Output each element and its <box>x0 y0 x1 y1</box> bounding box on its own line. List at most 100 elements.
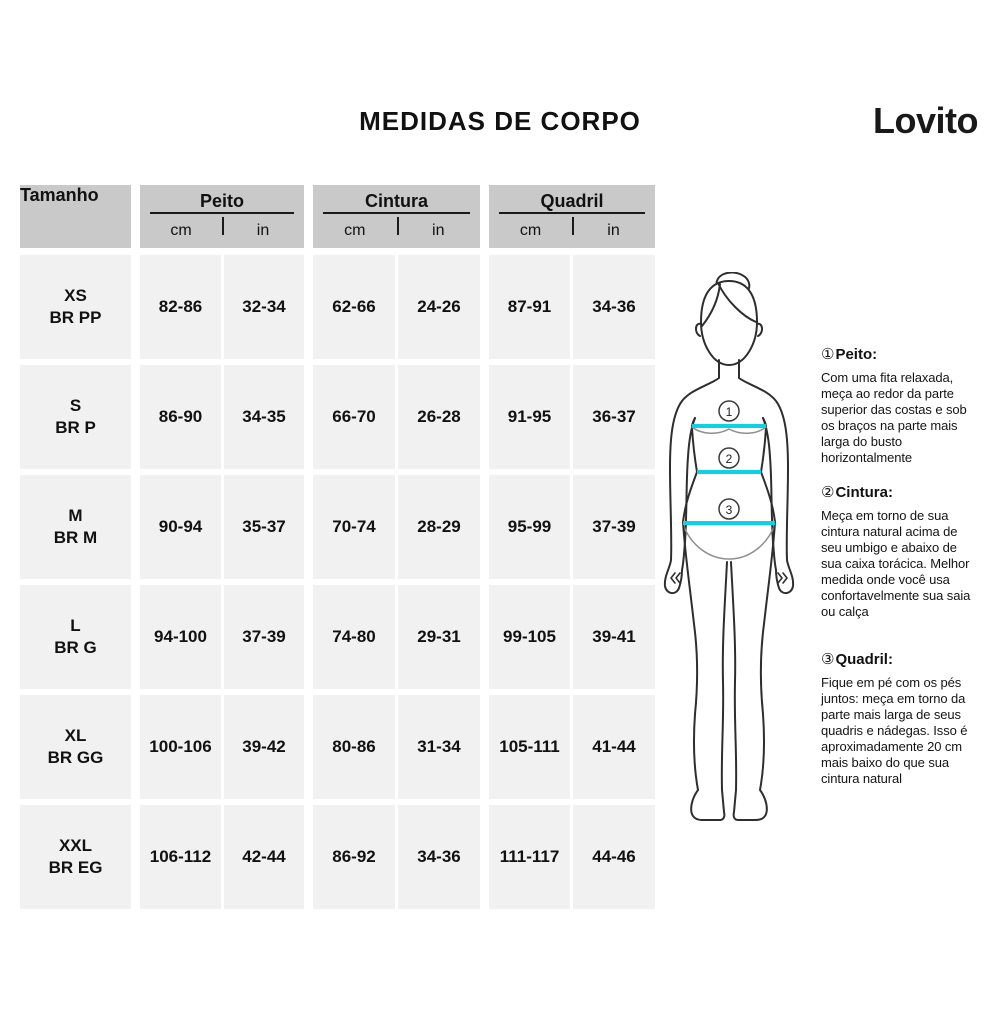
quadril-in-value: 39-41 <box>573 585 655 689</box>
brand-logo: Lovito <box>873 100 978 141</box>
peito-cm-value: 106-112 <box>140 805 221 909</box>
quadril-in-value: 41-44 <box>573 695 655 799</box>
figure-right-leg <box>732 521 776 821</box>
guide-section-cintura: ②Cintura: Meça em torno de sua cintura n… <box>821 483 979 620</box>
size-cell: M BR M <box>20 475 131 579</box>
group-divider <box>150 212 294 214</box>
guide-section-peito: ①Peito: Com uma fita relaxada, meça ao r… <box>821 345 979 466</box>
size-br-label: BR PP <box>49 308 102 327</box>
group-divider <box>499 212 645 214</box>
quadril-cm-value: 95-99 <box>489 475 570 579</box>
figure-left-hand <box>670 572 681 584</box>
table-row-s: S BR P 86-90 34-35 66-70 26-28 91-95 36-… <box>20 365 655 469</box>
body-figure-illustration: 1 2 3 <box>663 272 795 821</box>
marker-1-circle <box>718 400 740 422</box>
figure-left-arm <box>663 359 720 594</box>
peito-in-value: 39-42 <box>224 695 304 799</box>
size-br-label: BR EG <box>48 858 103 877</box>
circled-1-icon: ① <box>821 346 835 363</box>
table-header-row: Tamanho Peito cm in Cintura cm in Quadri… <box>20 185 655 248</box>
table-row-m: M BR M 90-94 35-37 70-74 28-29 95-99 37-… <box>20 475 655 579</box>
guide-heading-text: Cintura: <box>835 484 893 501</box>
quadril-in-value: 44-46 <box>573 805 655 909</box>
figure-right-hand <box>777 572 788 584</box>
quadril-cm-value: 91-95 <box>489 365 570 469</box>
peito-cm-value: 100-106 <box>140 695 221 799</box>
unit-label-cm: cm <box>519 222 542 239</box>
size-label: S <box>69 396 82 415</box>
figure-ear <box>695 322 702 337</box>
figure-left-leg-inner <box>720 561 728 791</box>
peito-cm-value: 90-94 <box>140 475 221 579</box>
size-table: Tamanho Peito cm in Cintura cm in Quadri… <box>20 185 655 915</box>
guide-body-text: Meça em torno de sua cintura natural aci… <box>821 508 971 619</box>
unit-divider <box>222 217 224 235</box>
unit-label-cm: cm <box>170 222 192 239</box>
cintura-cm-value: 62-66 <box>313 255 395 359</box>
size-cell: XXL BR EG <box>20 805 131 909</box>
group-units: cm in <box>313 214 480 248</box>
unit-divider <box>572 217 574 235</box>
column-group-quadril: Quadril cm in <box>489 185 655 248</box>
group-divider <box>323 212 470 214</box>
marker-2-label: 2 <box>726 452 733 466</box>
peito-in-value: 37-39 <box>224 585 304 689</box>
marker-3-label: 3 <box>726 503 733 517</box>
cintura-in-value: 31-34 <box>398 695 480 799</box>
unit-label-in: in <box>607 222 620 239</box>
size-cell: S BR P <box>20 365 131 469</box>
figure-torso-right <box>760 417 776 523</box>
unit-label-in: in <box>256 222 270 239</box>
guide-body-text: Fique em pé com os pés juntos: meça em t… <box>821 675 968 786</box>
quadril-cm-value: 105-111 <box>489 695 570 799</box>
circled-3-icon: ③ <box>821 651 835 668</box>
quadril-in-value: 37-39 <box>573 475 655 579</box>
size-label: XXL <box>58 836 93 855</box>
quadril-in-value: 36-37 <box>573 365 655 469</box>
cintura-in-value: 28-29 <box>398 475 480 579</box>
size-label: XS <box>64 286 87 305</box>
table-row-xl: XL BR GG 100-106 39-42 80-86 31-34 105-1… <box>20 695 655 799</box>
cintura-in-value: 34-36 <box>398 805 480 909</box>
cintura-in-value: 24-26 <box>398 255 480 359</box>
group-units: cm in <box>489 214 655 248</box>
cintura-in-value: 29-31 <box>398 585 480 689</box>
cintura-cm-value: 74-80 <box>313 585 395 689</box>
size-cell: XS BR PP <box>20 255 131 359</box>
unit-label-cm: cm <box>344 222 366 239</box>
guide-heading-text: Quadril: <box>835 651 893 668</box>
size-cell: L BR G <box>20 585 131 689</box>
figure-ear <box>756 322 763 337</box>
marker-3-circle <box>718 498 740 520</box>
peito-in-value: 34-35 <box>224 365 304 469</box>
size-br-label: BR P <box>55 418 96 437</box>
size-label: M <box>68 506 83 525</box>
table-row-l: L BR G 94-100 37-39 74-80 29-31 99-105 3… <box>20 585 655 689</box>
quadril-cm-value: 99-105 <box>489 585 570 689</box>
figure-head <box>700 280 758 366</box>
figure-hair-line <box>701 283 721 327</box>
guide-heading: ①Peito: <box>821 345 979 363</box>
unit-divider <box>396 217 399 235</box>
circled-2-icon: ② <box>821 484 835 501</box>
unit-label-in: in <box>432 222 445 239</box>
guide-body-text: Com uma fita relaxada, meça ao redor da … <box>821 370 967 465</box>
page-title: MEDIDAS DE CORPO <box>359 106 641 136</box>
guide-section-quadril: ③Quadril: Fique em pé com os pés juntos:… <box>821 650 979 787</box>
size-br-label: BR M <box>53 528 98 547</box>
guide-heading: ②Cintura: <box>821 483 979 501</box>
table-row-xxl: XXL BR EG 106-112 42-44 86-92 34-36 111-… <box>20 805 655 909</box>
cintura-cm-value: 66-70 <box>313 365 395 469</box>
quadril-cm-value: 87-91 <box>489 255 570 359</box>
cintura-cm-value: 70-74 <box>313 475 395 579</box>
figure-bust-curves <box>691 426 767 434</box>
peito-cm-value: 94-100 <box>140 585 221 689</box>
figure-right-leg-inner <box>730 561 738 791</box>
group-label-peito: Peito <box>199 191 244 211</box>
figure-right-arm <box>738 359 795 594</box>
column-group-cintura: Cintura cm in <box>313 185 480 248</box>
cintura-in-value: 26-28 <box>398 365 480 469</box>
group-label-cintura: Cintura <box>365 191 428 211</box>
marker-2-circle <box>718 447 740 469</box>
peito-cm-value: 82-86 <box>140 255 221 359</box>
